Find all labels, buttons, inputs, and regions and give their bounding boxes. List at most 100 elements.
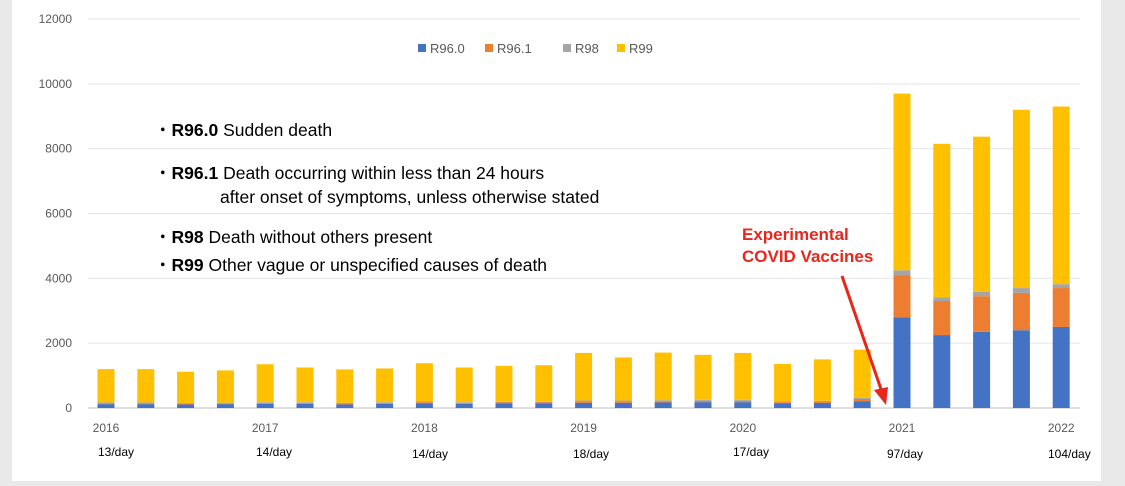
- bar-segment-r96-1: [1052, 288, 1070, 327]
- bar-segment-r96-0: [774, 403, 792, 408]
- bar-segment-r98: [336, 402, 354, 404]
- bar-segment-r99: [853, 349, 871, 398]
- bar-segment-r98: [774, 401, 792, 403]
- bar-segment-r96-1: [893, 275, 911, 318]
- bar-segment-r99: [535, 365, 553, 402]
- x-tick-label: 2018: [411, 421, 438, 435]
- x-tick-label: 2021: [889, 421, 916, 435]
- bar-segment-r99: [137, 369, 155, 403]
- annotation-arrow: [840, 275, 884, 393]
- x-tick-label: 2020: [729, 421, 756, 435]
- bar-segment-r96-0: [1012, 330, 1030, 408]
- bar-segment-r96-1: [137, 403, 155, 405]
- bar-segment-r98: [216, 402, 234, 404]
- legend-swatch: [563, 44, 571, 52]
- bar-segment-r98: [455, 402, 473, 403]
- bar-segment-r96-0: [97, 404, 115, 408]
- bar-segment-r96-0: [614, 402, 632, 408]
- bar-segment-r96-0: [495, 403, 513, 408]
- bar-segment-r96-0: [734, 402, 752, 408]
- bar-segment-r96-0: [535, 403, 553, 408]
- definition-r96-1-continued: after onset of symptoms, unless otherwis…: [220, 187, 600, 207]
- chart-canvas: 0 2000 4000 6000 8000 10000 12000 2016 2017 2018…: [12, 0, 1101, 481]
- bar-segment-r99: [336, 369, 354, 403]
- bar-segment-r98: [614, 400, 632, 402]
- bar-segment-r96-0: [694, 402, 712, 408]
- legend-label: R96.1: [497, 41, 532, 56]
- annotation-line-1: Experimental: [742, 225, 849, 244]
- y-tick-label: 2000: [45, 336, 72, 350]
- bar-segment-r96-1: [296, 402, 314, 404]
- bar-segment-r99: [256, 364, 274, 403]
- daily-rate-2019: 18/day: [573, 447, 610, 461]
- bar-segment-r96-1: [336, 403, 354, 405]
- bar-segment-r96-1: [973, 296, 991, 332]
- bar-segment-r99: [296, 367, 314, 403]
- bar-segment-r96-1: [734, 400, 752, 403]
- bar-segment-r99: [216, 370, 234, 403]
- y-tick-label: 6000: [45, 207, 72, 221]
- definition-r96-0: ・R96.0 Sudden death: [154, 120, 333, 140]
- daily-rate-2016: 13/day: [98, 445, 135, 459]
- bar-segment-r99: [654, 352, 672, 401]
- bar-segment-r96-1: [774, 402, 792, 404]
- bar-segment-r98: [853, 397, 871, 399]
- bar-segment-r96-0: [256, 403, 274, 408]
- bar-segment-r98: [654, 400, 672, 402]
- bar-segment-r98: [813, 400, 831, 402]
- daily-rate-2017: 14/day: [256, 445, 293, 459]
- bar-segment-r99: [376, 368, 394, 403]
- bar-segment-r96-1: [694, 400, 712, 403]
- bar-segment-r98: [893, 270, 911, 276]
- bar-segment-r96-1: [495, 402, 513, 404]
- y-tick-label: 4000: [45, 271, 72, 285]
- bar-segment-r98: [495, 401, 513, 403]
- bar-segment-r98: [535, 401, 553, 403]
- bar-segment-r96-1: [1012, 292, 1030, 331]
- vaccine-annotation: Experimental COVID Vaccines: [742, 224, 873, 268]
- bar-segment-r98: [137, 402, 155, 404]
- bar-segment-r96-1: [415, 402, 433, 404]
- bar-segment-r96-1: [177, 403, 195, 405]
- bar-segment-r99: [973, 136, 991, 292]
- bar-segment-r98: [376, 402, 394, 403]
- definition-r98: ・R98 Death without others present: [154, 227, 433, 247]
- bar-segment-r98: [1012, 288, 1030, 293]
- bar-segment-r99: [694, 354, 712, 400]
- bar-segment-r96-0: [1052, 326, 1070, 408]
- daily-rate-2022: 104/day: [1048, 447, 1091, 461]
- legend-swatch: [418, 44, 426, 52]
- bar-segment-r96-1: [97, 403, 115, 405]
- bar-segment-r96-1: [853, 398, 871, 402]
- bar-segment-r98: [177, 402, 195, 404]
- legend-label: R96.0: [430, 41, 465, 56]
- bar-segment-r96-1: [654, 401, 672, 403]
- legend-swatch: [485, 44, 493, 52]
- bar-segment-r99: [933, 143, 951, 298]
- bar-segment-r99: [1052, 106, 1070, 285]
- bar-segment-r96-1: [216, 403, 234, 405]
- definition-r96-1: ・R96.1 Death occurring within less than …: [154, 163, 545, 183]
- daily-rate-2021: 97/day: [887, 447, 924, 461]
- bar-segment-r96-0: [933, 335, 951, 408]
- bar-segment-r98: [415, 401, 433, 403]
- bar-segment-r99: [575, 352, 593, 401]
- daily-rate-2018: 14/day: [412, 447, 449, 461]
- y-tick-label: 8000: [45, 142, 72, 156]
- annotation-line-2: COVID Vaccines: [742, 247, 874, 266]
- bar-segment-r96-1: [535, 402, 553, 404]
- bar-segment-r96-0: [177, 404, 195, 408]
- bar-segment-r96-0: [813, 402, 831, 408]
- bar-segment-r99: [177, 371, 195, 403]
- bar-segment-r99: [614, 357, 632, 401]
- bar-segment-r96-0: [216, 404, 234, 408]
- bar-segment-r96-1: [575, 401, 593, 403]
- bar-segment-r98: [933, 297, 951, 302]
- bar-segment-r96-0: [137, 404, 155, 408]
- bar-segment-r99: [455, 367, 473, 403]
- bar-segment-r96-1: [455, 402, 473, 404]
- bar-segment-r98: [734, 399, 752, 401]
- y-tick-label: 10000: [39, 77, 73, 91]
- bar-segment-r99: [734, 352, 752, 400]
- bar-segment-r96-0: [336, 404, 354, 408]
